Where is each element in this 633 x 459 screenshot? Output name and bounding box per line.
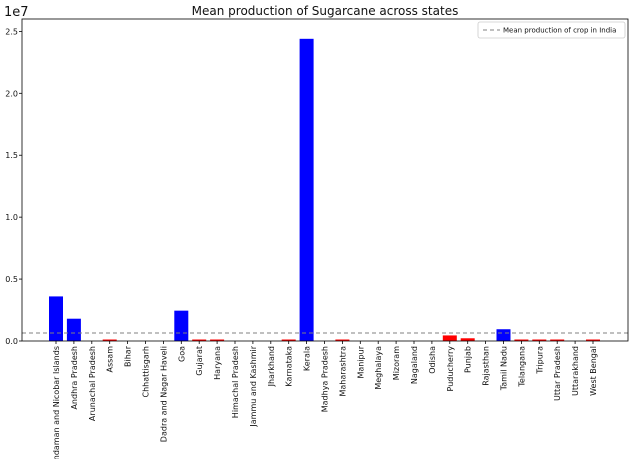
x-tick-label: Tripura xyxy=(535,346,544,375)
x-tick-label: Meghalaya xyxy=(374,346,383,390)
plot-frame xyxy=(21,18,629,342)
bar-goa xyxy=(174,310,189,341)
x-tick-label: Haryana xyxy=(213,346,222,380)
x-tick-label: Assam xyxy=(106,346,115,373)
x-tick-label: Arunachal Pradesh xyxy=(88,346,97,421)
legend-label: Mean production of crop in India xyxy=(503,27,616,35)
x-tick-label: Rajasthan xyxy=(482,346,491,386)
bar-maharashtra xyxy=(335,339,350,341)
y-tick-label: 2.0 xyxy=(5,89,18,98)
x-tick-label: Uttar Pradesh xyxy=(553,346,562,401)
x-tick-label: Andhra Pradesh xyxy=(70,346,79,410)
bar-puducherry xyxy=(442,335,457,341)
x-tick-label: Bihar xyxy=(124,345,133,367)
bar-telangana xyxy=(514,339,529,341)
x-tick-label: Jammu and Kashmir xyxy=(249,345,258,427)
x-tick-label: Himachal Pradesh xyxy=(231,346,240,418)
x-tick-label: Maharashtra xyxy=(338,346,347,397)
x-tick-label: Karnataka xyxy=(285,346,294,387)
x-tick-label: Goa xyxy=(177,346,186,362)
bar-west-bengal xyxy=(586,339,600,341)
x-tick-label: Dadra and Nagar Haveli xyxy=(159,346,168,442)
bar-tripura xyxy=(532,339,547,341)
bar-andhra-pradesh xyxy=(66,318,81,341)
y-tick-label: 0.5 xyxy=(5,275,18,284)
x-tick-label: Telangana xyxy=(517,346,526,388)
x-tick-label: Manipur xyxy=(356,345,365,378)
x-tick-label: Odisha xyxy=(428,346,437,374)
x-tick-label: Puducherry xyxy=(446,346,455,392)
legend-box xyxy=(477,21,626,39)
y-tick-label: 0.0 xyxy=(5,337,18,346)
x-tick-label: Tamil Nadu xyxy=(500,346,509,391)
x-tick-label: Madhya Pradesh xyxy=(321,346,330,412)
x-tick-label: West Bengal xyxy=(589,346,598,396)
bar-punjab xyxy=(460,338,475,341)
x-tick-label: Mizoram xyxy=(392,346,401,380)
x-tick-label: Chhattisgarh xyxy=(142,346,151,398)
bar-karnataka xyxy=(281,339,296,341)
bars xyxy=(49,38,600,342)
bar-andaman-and-nicobar-islands xyxy=(49,296,63,341)
chart-title: Mean production of Sugarcane across stat… xyxy=(192,4,459,18)
y-tick-label: 1.5 xyxy=(5,151,18,160)
x-tick-label: Jharkhand xyxy=(267,346,276,387)
x-tick-label: Kerala xyxy=(303,346,312,371)
x-tick-label: Nagaland xyxy=(410,346,419,384)
x-tick-label: Punjab xyxy=(464,346,473,373)
x-tick-label: Andaman and Nicobar Islands xyxy=(52,346,61,459)
bar-uttar-pradesh xyxy=(550,339,565,341)
bar-gujarat xyxy=(192,339,207,341)
x-tick-label: Uttarakhand xyxy=(571,346,580,396)
bar-tamil-nadu xyxy=(496,329,511,341)
legend: Mean production of crop in India xyxy=(477,21,626,39)
bar-haryana xyxy=(210,339,225,341)
x-axis: Andaman and Nicobar Islands Andhra Prades… xyxy=(52,341,598,459)
bar-assam xyxy=(102,339,117,341)
y-tick-label: 1.0 xyxy=(5,213,18,222)
bar-kerala xyxy=(299,38,314,342)
y-tick-label: 2.5 xyxy=(5,27,18,36)
y-offset-label: 1e7 xyxy=(4,5,29,20)
y-axis: 0.0 0.5 1.0 1.5 2.0 2.5 xyxy=(5,27,22,346)
x-tick-label: Gujarat xyxy=(195,346,204,376)
